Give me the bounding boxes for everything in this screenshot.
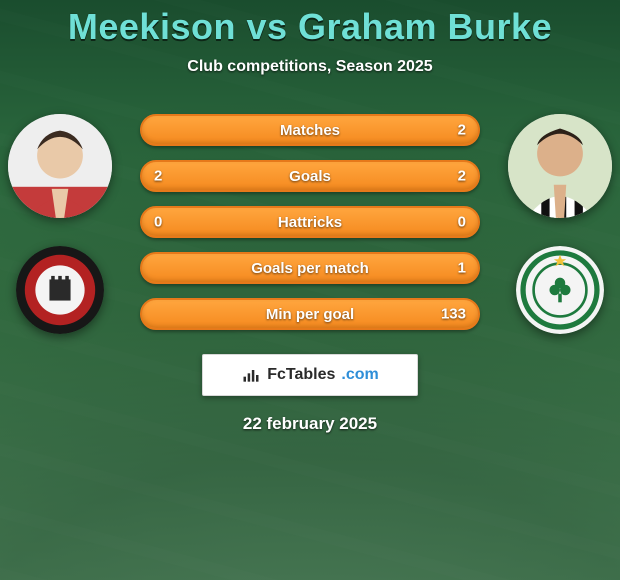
subtitle: Club competitions, Season 2025 (0, 58, 620, 76)
avatar-placeholder-icon (508, 114, 612, 218)
stat-label: Goals (289, 168, 331, 185)
comparison-area: Matches 2 2 Goals 2 0 Hattricks 0 Goals … (0, 114, 620, 330)
stat-right-value: 2 (458, 122, 466, 139)
stat-right-value: 0 (458, 214, 466, 231)
player-left-avatar (8, 114, 112, 218)
page-title: Meekison vs Graham Burke (0, 6, 620, 48)
avatar-placeholder-icon (8, 114, 112, 218)
stat-label: Min per goal (266, 306, 354, 323)
crest-icon (516, 246, 604, 334)
club-left-crest (16, 246, 104, 334)
stat-right-value: 2 (458, 168, 466, 185)
stat-pill-goals-per-match: Goals per match 1 (140, 252, 480, 284)
crest-icon (16, 246, 104, 334)
stat-pill-list: Matches 2 2 Goals 2 0 Hattricks 0 Goals … (140, 114, 480, 330)
bar-chart-icon (241, 365, 261, 385)
date-label: 22 february 2025 (0, 414, 620, 434)
stat-label: Hattricks (278, 214, 342, 231)
stat-pill-hattricks: 0 Hattricks 0 (140, 206, 480, 238)
stat-right-value: 133 (441, 306, 466, 323)
brand-badge: FcTables .com (202, 354, 418, 396)
stat-left-value: 2 (154, 168, 162, 185)
infographic-root: Meekison vs Graham Burke Club competitio… (0, 0, 620, 580)
stat-label: Goals per match (251, 260, 369, 277)
stat-pill-goals: 2 Goals 2 (140, 160, 480, 192)
brand-text-a: FcTables (267, 366, 335, 384)
player-right-avatar (508, 114, 612, 218)
stat-right-value: 1 (458, 260, 466, 277)
brand-text-b: .com (341, 366, 378, 384)
stat-pill-min-per-goal: Min per goal 133 (140, 298, 480, 330)
stat-label: Matches (280, 122, 340, 139)
stat-left-value: 0 (154, 214, 162, 231)
stat-pill-matches: Matches 2 (140, 114, 480, 146)
club-right-crest (516, 246, 604, 334)
